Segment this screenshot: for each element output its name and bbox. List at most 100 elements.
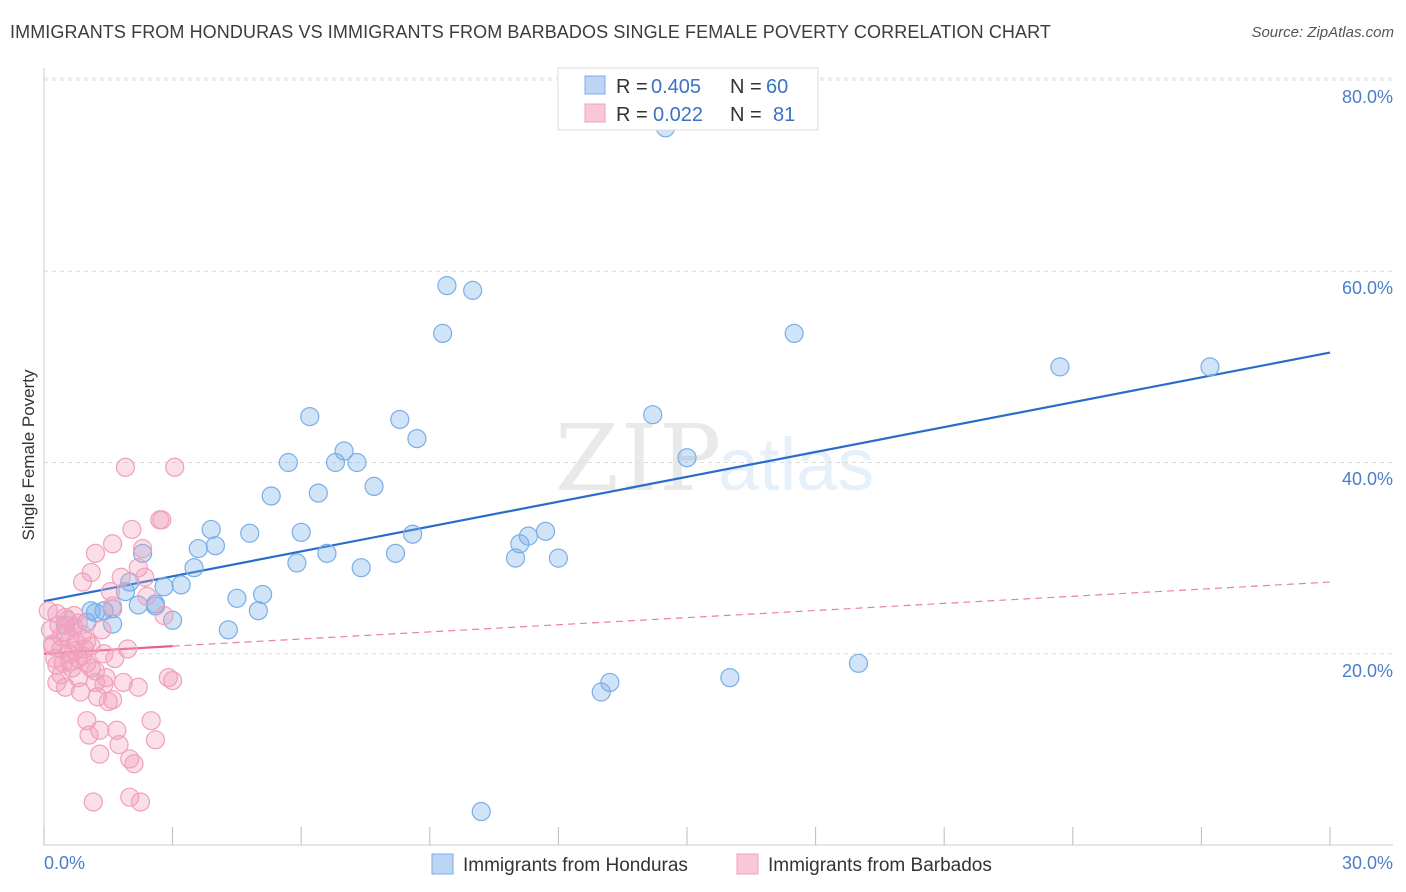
point-honduras-31: [334, 441, 354, 461]
point-barbados-48: [115, 457, 136, 477]
point-honduras-39: [433, 323, 453, 344]
point-barbados-76: [51, 665, 71, 685]
point-barbados-72: [94, 674, 114, 694]
point-honduras-21: [248, 601, 268, 621]
legend-n-label-barbados: N =: [730, 104, 767, 126]
point-honduras-40: [437, 275, 457, 296]
point-honduras-23: [261, 486, 281, 506]
point-honduras-13: [171, 575, 191, 595]
point-honduras-26: [291, 522, 311, 542]
legend-n-value-barbados: 81: [773, 104, 795, 126]
legend-swatch-barbados: [584, 103, 606, 123]
point-barbados-65: [47, 655, 67, 675]
point-barbados-30: [83, 792, 103, 812]
legend-box: R = 0.405 N = 60 R = 0.022 N = 81: [557, 67, 819, 131]
point-honduras-47: [548, 548, 569, 568]
point-honduras-24: [278, 452, 298, 473]
point-honduras-32: [347, 452, 367, 473]
point-honduras-41: [463, 280, 483, 300]
point-barbados-52: [122, 519, 142, 540]
point-honduras-22: [253, 584, 273, 605]
point-honduras-34: [364, 476, 384, 497]
point-barbados-57: [135, 567, 155, 587]
point-honduras-42: [471, 801, 491, 822]
point-barbados-35: [90, 744, 110, 764]
legend-r-label-barbados: R =: [616, 104, 653, 126]
point-honduras-28: [308, 483, 328, 503]
point-honduras-29: [317, 543, 337, 563]
point-honduras-35: [385, 543, 406, 563]
point-honduras-6: [115, 581, 136, 602]
point-honduras-56: [1050, 357, 1070, 377]
point-honduras-17: [205, 536, 226, 556]
point-barbados-74: [163, 670, 183, 691]
point-honduras-43: [505, 548, 526, 568]
bottom-legend-swatch-barbados: [736, 853, 759, 875]
point-honduras-50: [643, 405, 663, 425]
bottom-legend-swatch-honduras: [431, 853, 454, 875]
legend-r-value-honduras: 0.405: [651, 76, 701, 98]
point-barbados-40: [100, 581, 121, 602]
trend-line-extension-barbados: [172, 581, 1331, 647]
point-honduras-54: [784, 323, 804, 344]
point-barbados-46: [111, 567, 131, 587]
point-honduras-18: [218, 620, 238, 640]
point-barbados-49: [117, 639, 138, 659]
point-honduras-27: [300, 407, 320, 427]
point-honduras-19: [227, 588, 247, 608]
point-honduras-55: [848, 653, 869, 673]
point-barbados-75: [165, 457, 185, 477]
point-barbados-77: [68, 613, 88, 633]
point-barbados-63: [154, 605, 174, 626]
point-honduras-9: [132, 543, 153, 563]
point-barbados-53: [124, 754, 144, 774]
point-barbados-26: [77, 711, 97, 731]
x-tick-label-max: 30.0%: [1342, 853, 1393, 873]
point-honduras-36: [390, 409, 410, 430]
x-tick-label-min: 0.0%: [44, 853, 85, 873]
point-honduras-58: [85, 603, 106, 623]
point-barbados-59: [141, 711, 161, 731]
point-barbados-62: [152, 510, 172, 530]
point-barbados-51: [120, 787, 140, 807]
bottom-legend-label-barbados: Immigrants from Barbados: [768, 855, 992, 876]
point-barbados-47: [113, 672, 133, 693]
trend-line-honduras: [43, 351, 1331, 603]
point-barbados-45: [109, 734, 129, 755]
y-tick-label-20: 20.0%: [1342, 661, 1393, 681]
point-barbados-27: [79, 725, 99, 745]
legend-r-value-barbados: 0.022: [653, 104, 703, 126]
point-honduras-53: [720, 668, 740, 688]
y-tick-label-40: 40.0%: [1342, 469, 1393, 489]
point-barbados-78: [81, 636, 101, 656]
y-tick-label-80: 80.0%: [1342, 87, 1393, 107]
point-honduras-38: [403, 524, 423, 544]
point-barbados-41: [102, 596, 123, 616]
point-honduras-15: [188, 538, 208, 559]
point-barbados-34: [90, 720, 110, 740]
svg-text:atlas: atlas: [718, 423, 874, 506]
gridlines: [44, 77, 1393, 655]
point-honduras-49: [600, 672, 620, 693]
chart-source: Source: ZipAtlas.com: [1251, 24, 1394, 41]
point-honduras-52: [677, 448, 697, 468]
point-barbados-58: [137, 586, 157, 606]
legend-r-label-honduras: R =: [616, 76, 653, 98]
point-barbados-55: [130, 792, 151, 812]
watermark: ZIP atlas: [555, 405, 874, 512]
point-honduras-33: [351, 558, 371, 578]
point-honduras-57: [1200, 357, 1220, 377]
point-honduras-11: [154, 577, 174, 597]
point-honduras-20: [240, 523, 260, 543]
point-honduras-14: [184, 558, 204, 578]
axes: [43, 68, 1393, 846]
point-barbados-79: [102, 690, 123, 710]
point-barbados-28: [81, 562, 101, 583]
point-honduras-46: [535, 521, 556, 541]
legend-n-label-honduras: N =: [730, 76, 767, 98]
point-barbados-64: [42, 636, 63, 656]
point-barbados-71: [85, 661, 106, 681]
point-honduras-16: [201, 519, 221, 540]
point-barbados-31: [85, 543, 106, 563]
